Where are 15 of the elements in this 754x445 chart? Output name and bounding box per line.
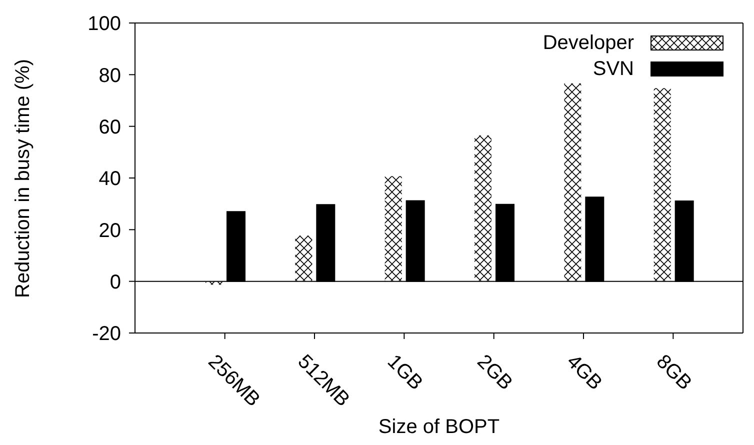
y-tick-label: 40 (98, 168, 121, 190)
legend-label: SVN (592, 58, 634, 80)
y-tick-label: 20 (98, 220, 121, 242)
y-tick-label: 100 (88, 13, 121, 36)
x-tick-label: 2GB (472, 350, 517, 394)
y-tick-label: 80 (98, 64, 121, 87)
x-tick-label: 8GB (652, 350, 696, 394)
legend-label: Developer (542, 32, 634, 54)
x-tick-label: 4GB (562, 350, 606, 394)
y-tick-label: 0 (110, 271, 121, 294)
y-tick-label: -20 (92, 323, 121, 346)
y-tick-label: 60 (98, 116, 121, 138)
y-axis-title: Reduction in busy time (%) (12, 59, 34, 298)
x-axis-title: Size of BOPT (378, 416, 500, 438)
x-tick-label: 1GB (383, 350, 427, 394)
